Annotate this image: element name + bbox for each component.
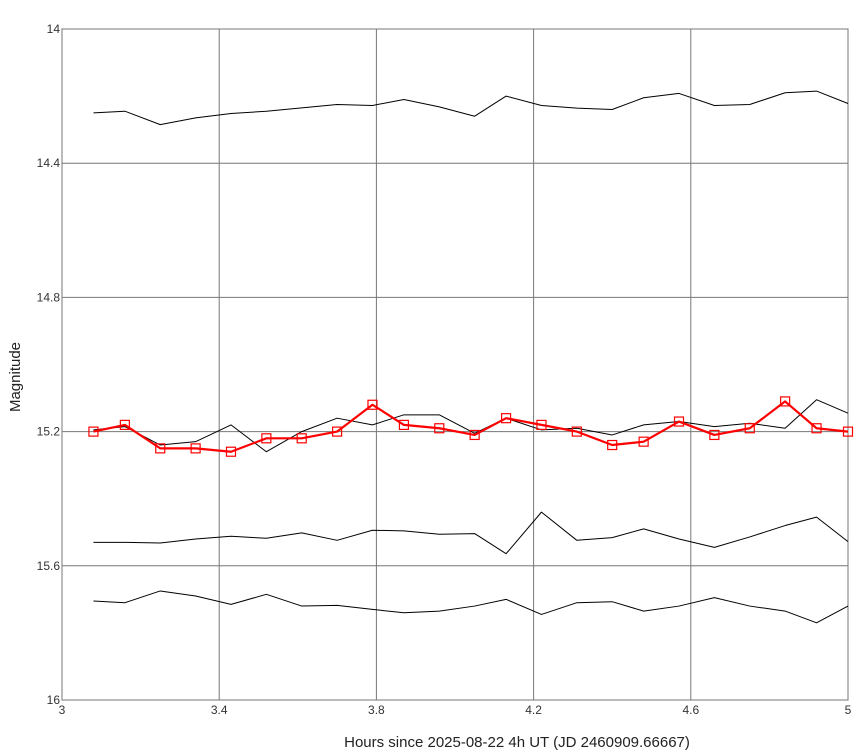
target-point-marker <box>88 426 99 437</box>
target-point-marker <box>744 423 755 434</box>
x-tick-label: 4.6 <box>682 703 699 717</box>
target-point-marker <box>398 419 410 430</box>
x-tick-label: 4.2 <box>525 703 542 717</box>
target-point-marker <box>261 433 272 444</box>
comparison-series-line <box>93 590 849 624</box>
target-point-marker <box>673 416 685 427</box>
target-point-marker <box>332 426 343 437</box>
target-point-marker <box>119 419 130 430</box>
target-point-marker <box>811 423 822 434</box>
target-point-marker <box>842 426 854 437</box>
target-point-marker <box>780 396 791 407</box>
target-point-marker <box>709 429 720 441</box>
target-point-marker <box>190 443 201 454</box>
target-point-marker <box>367 399 378 410</box>
comparison-series-line <box>93 399 849 453</box>
target-point-marker <box>296 433 307 444</box>
x-tick-label: 3 <box>59 703 66 717</box>
comparison-series-line <box>93 511 849 555</box>
tick-labels: 3 3.4 3.8 4.2 4.6 5 14 14.4 14.8 15.2 15.6 16 <box>37 22 852 717</box>
target-point-marker <box>638 436 649 447</box>
target-point-marker <box>536 419 547 430</box>
y-tick-label: 14 <box>47 22 61 36</box>
y-axis-title: Magnitude <box>7 342 24 412</box>
y-tick-label: 14.8 <box>37 290 61 304</box>
x-tick-label: 5 <box>845 703 852 717</box>
target-point-marker <box>571 426 582 437</box>
plot-frame <box>61 28 849 701</box>
series-layer <box>88 90 854 624</box>
target-point-marker <box>607 439 618 451</box>
target-point-marker <box>434 423 445 434</box>
y-tick-label: 15.2 <box>37 425 61 439</box>
y-tick-label: 14.4 <box>37 156 61 170</box>
target-point-marker <box>225 446 237 457</box>
y-tick-label: 15.6 <box>37 559 61 573</box>
target-series-line <box>93 400 849 453</box>
target-point-marker <box>155 443 166 454</box>
comparison-series-line <box>93 90 849 126</box>
target-point-marker <box>500 413 512 424</box>
grid <box>61 28 849 701</box>
y-tick-label: 16 <box>47 693 61 707</box>
x-tick-label: 3.4 <box>211 703 228 717</box>
target-point-marker <box>469 429 480 441</box>
x-tick-label: 3.8 <box>368 703 385 717</box>
x-axis-title: Hours since 2025-08-22 4h UT (JD 2460909… <box>344 734 690 751</box>
